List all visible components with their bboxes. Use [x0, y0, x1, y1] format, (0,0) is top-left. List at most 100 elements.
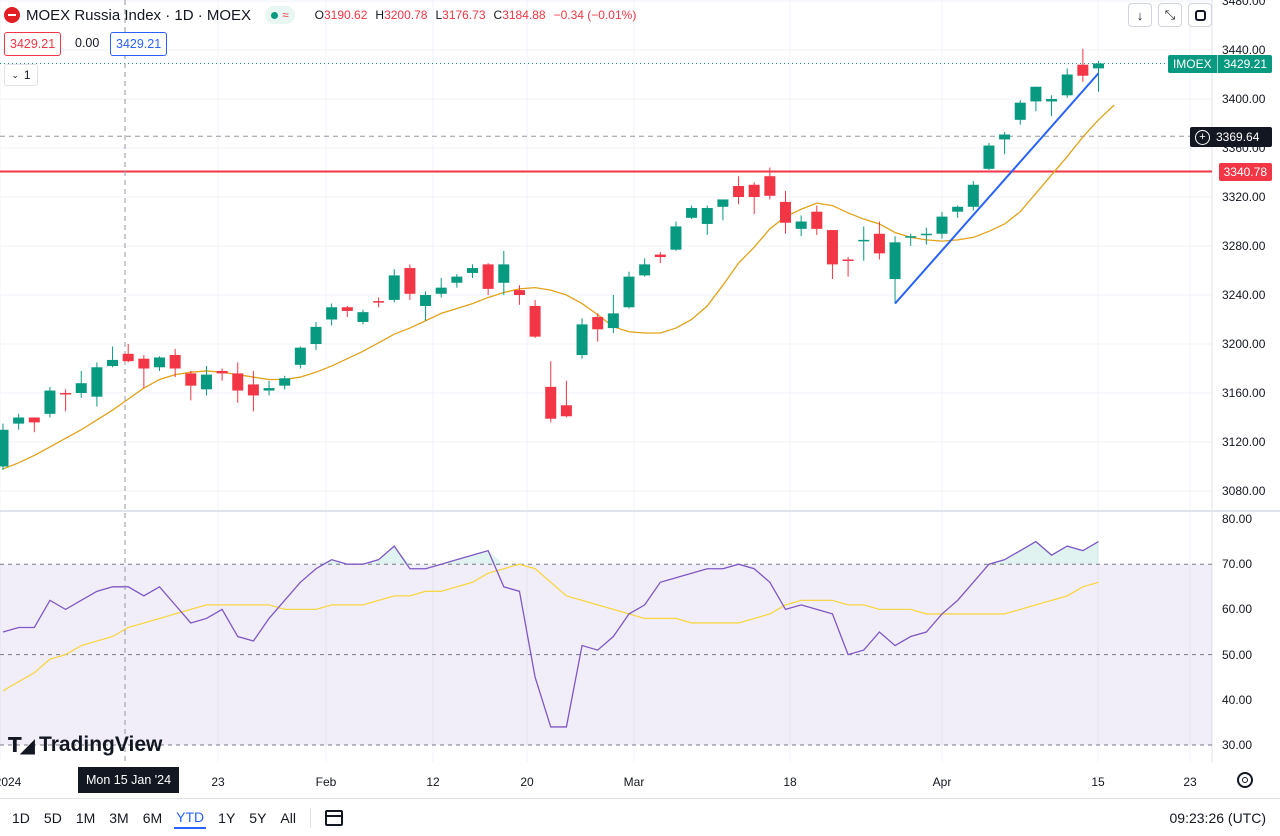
candle-body	[482, 264, 494, 289]
candle-body	[200, 374, 212, 390]
candle	[1030, 86, 1042, 112]
candle	[263, 380, 275, 396]
candle	[75, 370, 87, 398]
ask-badge[interactable]: 3429.21	[110, 32, 168, 56]
candle	[91, 362, 103, 407]
candle	[764, 167, 776, 200]
candle-body	[404, 268, 416, 294]
trendline	[894, 72, 1100, 305]
candle-body	[154, 357, 165, 368]
candle-body	[467, 268, 478, 273]
price-axis-label: 3320.00	[1222, 190, 1266, 204]
tradingview-watermark: T◢ TradingView	[8, 733, 162, 757]
candle	[842, 257, 854, 277]
range-button-6m[interactable]: 6M	[142, 809, 163, 826]
rsi-axis-label: 60.00	[1222, 602, 1253, 617]
candle	[107, 346, 119, 368]
candle	[420, 291, 432, 321]
candle	[404, 264, 416, 300]
candle-body	[952, 206, 964, 212]
maximize-icon[interactable]	[1188, 3, 1212, 27]
indicator-toggle[interactable]: ⌄ 1	[4, 64, 38, 86]
candle	[936, 211, 948, 239]
candle-body	[654, 254, 666, 258]
candle	[889, 236, 901, 304]
price-axis-label: 3200.00	[1222, 337, 1266, 351]
range-button-1d[interactable]: 1D	[12, 809, 30, 826]
bid-badge[interactable]: 3429.21	[4, 32, 62, 56]
range-button-3m[interactable]: 3M	[109, 809, 129, 826]
candle	[451, 274, 463, 288]
range-button-1m[interactable]: 1M	[75, 809, 96, 826]
candle-body	[451, 276, 463, 283]
candle-body	[701, 208, 713, 224]
candle-body	[279, 378, 291, 386]
candle	[905, 233, 917, 246]
candle-body	[826, 230, 838, 265]
range-button-ytd[interactable]: YTD	[174, 807, 207, 829]
candle-body	[122, 353, 134, 362]
candle-body	[623, 276, 635, 308]
price-pane	[0, 0, 1212, 762]
range-button-1y[interactable]: 1Y	[218, 809, 236, 826]
candle	[795, 215, 807, 237]
candle-body	[44, 390, 56, 414]
candle-body	[920, 233, 932, 236]
candle	[920, 227, 932, 245]
ohlc-open: O3190.62	[314, 8, 368, 22]
candle	[232, 362, 244, 403]
candle-body	[28, 417, 40, 423]
candle	[28, 417, 40, 433]
plus-circle-icon[interactable]: +	[1195, 129, 1210, 145]
candle	[373, 297, 385, 308]
candle	[154, 356, 165, 371]
time-axis-label: Feb	[315, 775, 337, 789]
gear-icon[interactable]	[1237, 772, 1253, 788]
range-selector: 1D 5D 1M 3M 6M YTD 1Y 5Y All	[0, 807, 298, 829]
candle-body	[560, 405, 572, 417]
candle	[560, 380, 572, 418]
candle	[1077, 48, 1089, 82]
candle	[60, 389, 72, 412]
candle	[13, 413, 25, 430]
horizontal-line-tag: 3340.78	[1218, 163, 1272, 181]
candle-body	[545, 386, 557, 419]
candle	[529, 299, 541, 338]
approx-icon[interactable]: ≈	[265, 6, 295, 24]
calendar-icon[interactable]	[324, 809, 343, 826]
candle	[654, 252, 666, 264]
chevron-down-icon: ⌄	[11, 69, 19, 80]
candle-body	[341, 307, 353, 311]
candle-body	[592, 317, 604, 330]
candle-body	[310, 326, 322, 344]
range-button-5d[interactable]: 5D	[43, 809, 62, 826]
candle	[388, 269, 400, 303]
candle	[733, 176, 745, 205]
candle	[216, 368, 228, 381]
candle	[1014, 100, 1026, 125]
candle	[169, 348, 181, 378]
candle-body	[1030, 86, 1042, 102]
collapse-icon[interactable]: ⤡	[1158, 3, 1182, 27]
rsi-axis-label: 50.00	[1222, 647, 1253, 662]
candle-body	[435, 287, 447, 294]
candle-body	[1046, 99, 1058, 102]
candle	[967, 181, 979, 211]
candle	[686, 205, 698, 220]
candle-body	[905, 236, 917, 238]
rsi-line	[2, 540, 1099, 728]
clock[interactable]: 09:23:26 (UTC)	[1169, 809, 1266, 826]
symbol-legend: MOEX Russia Index · 1D · MOEX ≈ O3190.62…	[4, 4, 636, 26]
candle	[592, 313, 604, 342]
crosshair-price-tag[interactable]: + 3369.64	[1190, 127, 1272, 147]
range-divider	[309, 807, 311, 828]
symbol-title[interactable]: MOEX Russia Index · 1D · MOEX	[26, 6, 252, 24]
candle	[952, 205, 964, 218]
arrow-down-icon[interactable]: ↓	[1128, 3, 1152, 27]
range-button-all[interactable]: All	[280, 809, 296, 826]
range-button-5y[interactable]: 5Y	[249, 809, 267, 826]
candle	[780, 190, 791, 234]
price-axis-label: 3080.00	[1222, 484, 1266, 498]
candle	[858, 226, 870, 261]
